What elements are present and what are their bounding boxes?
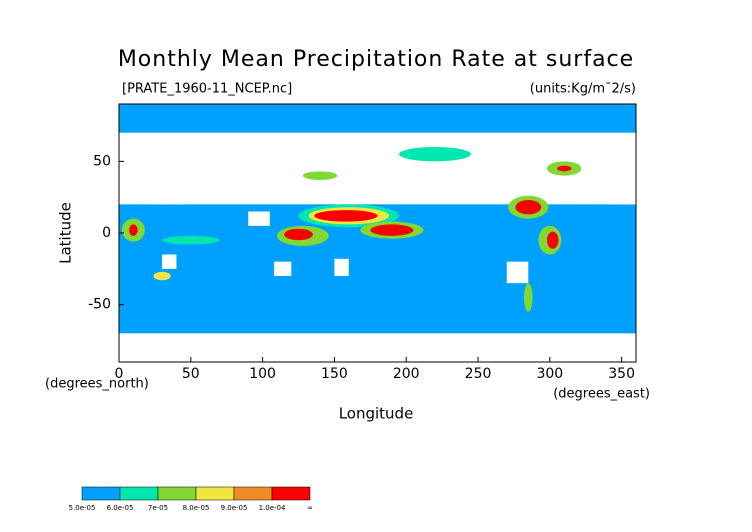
colorbar-label: 5.0e-05: [69, 504, 96, 512]
colorbar-swatch: [195, 486, 235, 501]
field-pattern: [284, 228, 313, 241]
missing-area: [119, 333, 636, 362]
missing-area: [248, 211, 270, 226]
colorbar-swatch: [119, 486, 159, 501]
missing-area: [162, 254, 177, 269]
chart-title: Monthly Mean Precipitation Rate at surfa…: [118, 47, 634, 72]
colorbar-label: 6.0e-05: [107, 504, 134, 512]
field-pattern: [314, 210, 378, 222]
x-tick-label: 100: [249, 366, 276, 382]
field-pattern: [546, 231, 559, 249]
colorbar-label: 7e-05: [148, 504, 168, 512]
x-unit: (degrees_east): [553, 387, 650, 402]
subtitle: [PRATE_1960-11_NCEP.nc]: [122, 82, 292, 97]
colorbar-label: 8.0e-05: [183, 504, 210, 512]
plot-area: [118, 103, 637, 363]
colorbar-label: ∞: [307, 504, 313, 512]
field-pattern: [162, 235, 220, 245]
missing-area: [506, 261, 529, 284]
units: (units:Kg/m¯2/s): [530, 82, 636, 97]
x-tick-label: 250: [465, 366, 492, 382]
x-tick-label: 150: [321, 366, 348, 382]
x-tick-label: 350: [608, 366, 635, 382]
field-pattern: [153, 271, 171, 281]
y-tick-label: -50: [88, 297, 111, 313]
x-axis-label: Longitude: [339, 405, 414, 423]
colorbar-swatch: [157, 486, 197, 501]
field-pattern: [523, 283, 533, 312]
field-pattern: [129, 224, 138, 236]
colorbar-swatch: [81, 486, 121, 501]
field-pattern: [399, 147, 471, 162]
x-tick-label: 200: [393, 366, 420, 382]
colorbar-swatch: [233, 486, 273, 501]
y-axis-label: Latitude: [57, 202, 75, 264]
missing-area: [470, 175, 500, 190]
field-pattern: [515, 200, 542, 215]
y-tick-label: 0: [102, 225, 111, 241]
x-tick-label: 300: [536, 366, 563, 382]
y-tick-label: 50: [93, 153, 111, 169]
y-unit: (degrees_north): [45, 377, 149, 392]
colorbar-label: 1.0e-04: [259, 504, 286, 512]
missing-area: [607, 185, 636, 205]
colorbar-swatch: [271, 486, 311, 501]
field-pattern: [370, 224, 414, 236]
colorbar-label: 9.0e-05: [221, 504, 248, 512]
field-pattern: [557, 165, 572, 172]
missing-area: [147, 182, 184, 205]
missing-area: [274, 261, 292, 276]
missing-area: [219, 175, 249, 193]
x-tick-label: 0: [115, 366, 124, 382]
missing-area: [334, 258, 349, 276]
x-tick-label: 50: [182, 366, 200, 382]
field-pattern: [302, 171, 338, 180]
